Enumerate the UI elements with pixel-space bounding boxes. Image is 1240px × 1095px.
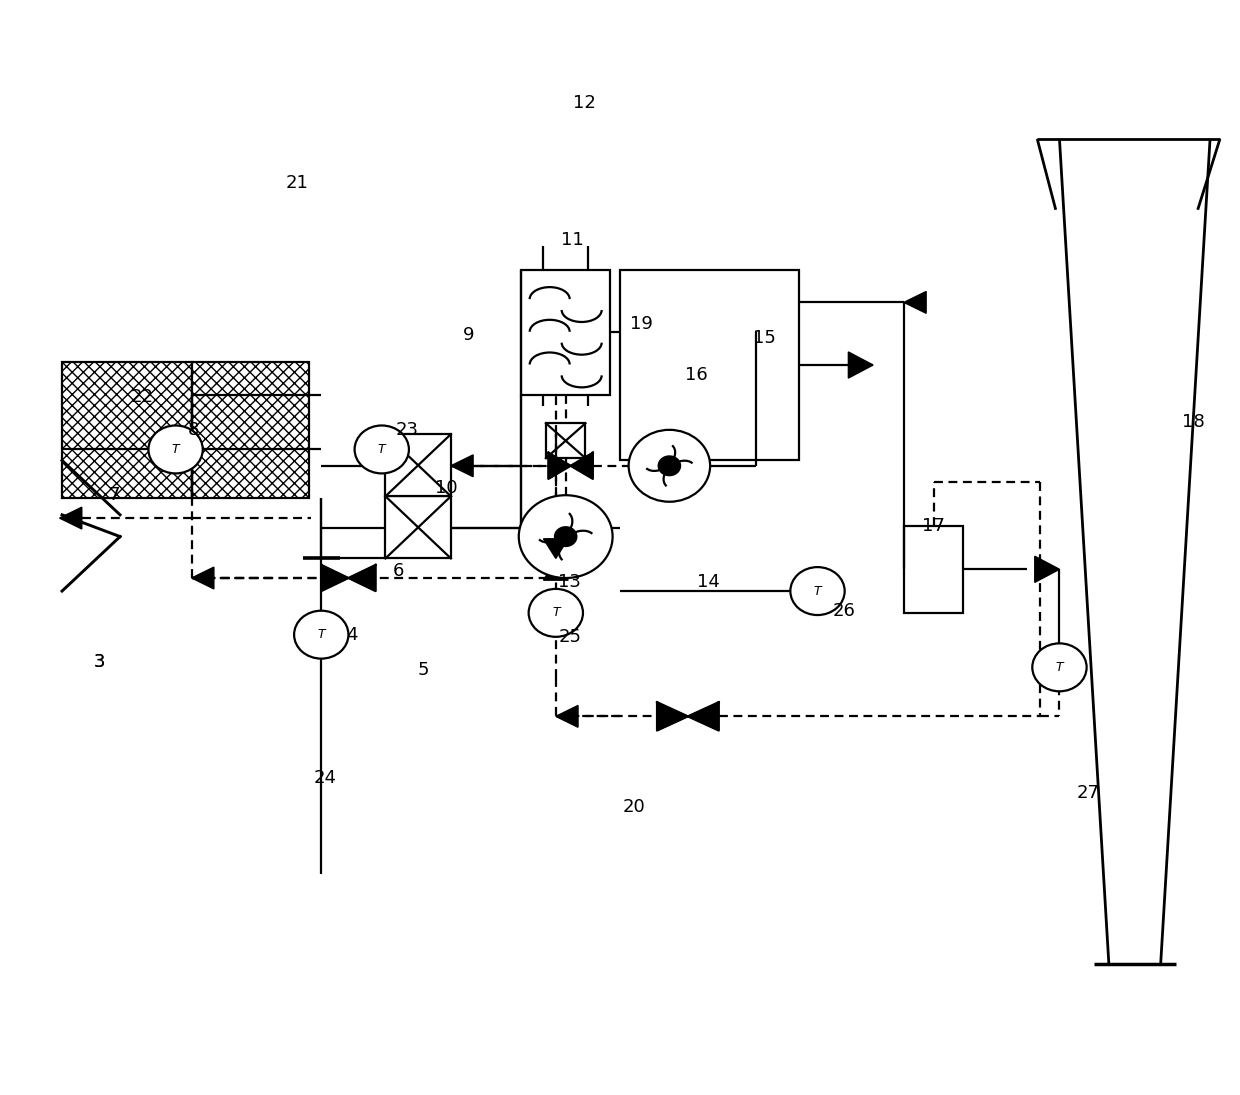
Text: 5: 5 (418, 660, 429, 679)
Text: 10: 10 (435, 479, 458, 496)
Polygon shape (543, 561, 568, 580)
Bar (62, 362, 192, 498)
Text: 8: 8 (188, 420, 200, 439)
Circle shape (790, 567, 844, 615)
Bar (192, 362, 309, 498)
Bar (546, 424, 585, 458)
Text: 17: 17 (923, 517, 945, 534)
Text: T: T (317, 629, 325, 642)
Text: 3: 3 (93, 653, 105, 671)
Text: 14: 14 (697, 574, 719, 591)
Text: 16: 16 (686, 367, 708, 384)
Text: 27: 27 (1076, 784, 1100, 802)
Polygon shape (451, 454, 474, 476)
Text: 11: 11 (560, 231, 584, 250)
Text: 13: 13 (558, 574, 582, 591)
Polygon shape (688, 702, 719, 730)
Polygon shape (848, 351, 873, 378)
Polygon shape (570, 452, 593, 479)
Polygon shape (348, 565, 376, 591)
Circle shape (629, 430, 711, 502)
Bar (904, 526, 963, 613)
Text: 19: 19 (630, 315, 652, 333)
Text: 15: 15 (754, 330, 776, 347)
Text: T: T (378, 443, 386, 456)
Text: 18: 18 (1182, 413, 1204, 431)
Polygon shape (321, 565, 348, 591)
Text: 6: 6 (393, 563, 404, 580)
Text: T: T (1055, 661, 1063, 673)
Circle shape (1033, 644, 1086, 691)
Polygon shape (543, 539, 568, 558)
Text: 23: 23 (396, 420, 418, 439)
Bar (62, 362, 192, 498)
Text: 22: 22 (130, 388, 154, 406)
Bar (192, 362, 309, 498)
Circle shape (518, 495, 613, 578)
Polygon shape (548, 452, 570, 479)
Circle shape (554, 527, 577, 546)
Text: T: T (813, 585, 821, 598)
Text: T: T (552, 607, 559, 620)
Circle shape (149, 426, 203, 473)
Bar (386, 496, 451, 558)
Text: 3: 3 (93, 653, 105, 671)
Polygon shape (60, 507, 82, 529)
Text: 26: 26 (832, 601, 856, 620)
Text: 7: 7 (108, 486, 119, 504)
Text: 9: 9 (463, 326, 475, 344)
Text: 12: 12 (573, 94, 596, 112)
Text: T: T (172, 443, 180, 456)
Polygon shape (657, 702, 688, 730)
Polygon shape (556, 705, 578, 727)
Bar (620, 269, 799, 460)
Text: 21: 21 (286, 173, 309, 192)
Polygon shape (904, 291, 926, 313)
Circle shape (355, 426, 409, 473)
Text: 25: 25 (558, 627, 582, 646)
Text: 20: 20 (622, 798, 645, 816)
Circle shape (528, 589, 583, 637)
Text: 24: 24 (314, 770, 337, 787)
Bar (386, 435, 451, 496)
Circle shape (658, 456, 681, 475)
Polygon shape (1034, 556, 1059, 583)
Circle shape (294, 611, 348, 658)
Bar (521, 269, 610, 395)
Text: 4: 4 (346, 625, 357, 644)
Polygon shape (192, 567, 213, 589)
